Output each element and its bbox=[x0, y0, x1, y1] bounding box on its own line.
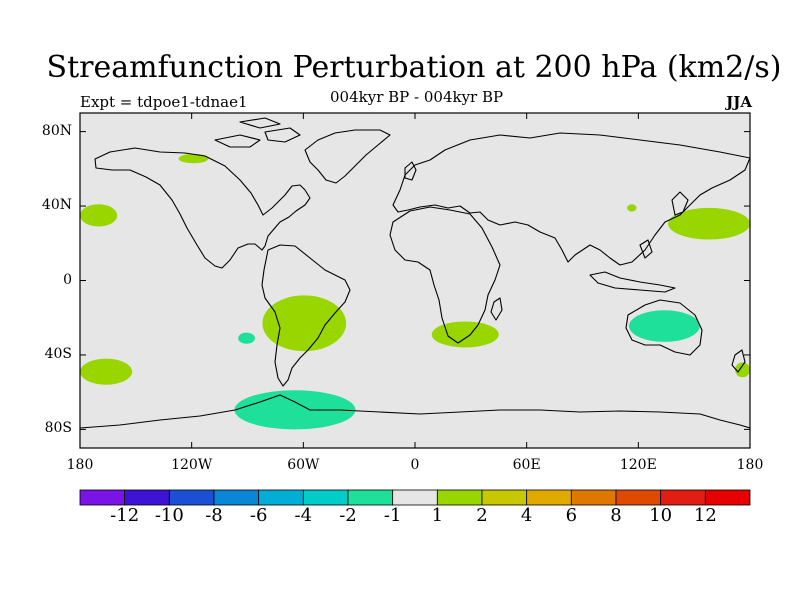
coast-new-zealand bbox=[731, 349, 746, 373]
colorbar-label: 8 bbox=[610, 505, 622, 526]
coast-greenland bbox=[304, 129, 391, 184]
colorbar-label: -6 bbox=[249, 505, 268, 526]
map-background bbox=[80, 113, 750, 448]
colorbar-label: 2 bbox=[476, 505, 488, 526]
coast-indonesia bbox=[589, 239, 676, 293]
coast-australia bbox=[625, 299, 703, 356]
colorbar-box bbox=[481, 489, 528, 506]
colorbar-label: 1 bbox=[431, 505, 444, 526]
lat-label: 80N bbox=[41, 122, 72, 139]
coast-south-america bbox=[261, 244, 351, 387]
period-label: 004kyr BP - 004kyr BP bbox=[330, 88, 504, 106]
colorbar-box bbox=[302, 489, 349, 506]
coast-antarctica bbox=[80, 394, 750, 429]
experiment-label: Expt = tdpoe1-tdnae1 bbox=[80, 93, 248, 111]
anomaly-regions bbox=[80, 153, 750, 430]
lon-label: 180 bbox=[66, 457, 94, 473]
chart-title: Streamfunction Perturbation at 200 hPa (… bbox=[46, 50, 782, 85]
colorbar-box bbox=[79, 489, 126, 506]
colorbar bbox=[79, 489, 751, 506]
colorbar-box bbox=[168, 489, 215, 506]
negative-anomaly-region-9 bbox=[629, 310, 700, 342]
coast-eurasia bbox=[392, 132, 750, 266]
positive-anomaly-region-0 bbox=[80, 204, 118, 227]
colorbar-box bbox=[436, 489, 483, 506]
positive-anomaly-region-2 bbox=[262, 295, 347, 352]
lat-label: 40S bbox=[44, 345, 72, 362]
positive-anomaly-region-8 bbox=[668, 207, 750, 240]
colorbar-label: 6 bbox=[565, 505, 578, 526]
lat-label: 80S bbox=[44, 420, 72, 437]
colorbar-label: 12 bbox=[693, 505, 717, 526]
coast-arctic-islands bbox=[214, 117, 301, 148]
lon-label: 120W bbox=[171, 457, 213, 473]
colorbar-box bbox=[615, 489, 662, 506]
colorbar-label: -1 bbox=[383, 505, 402, 526]
colorbar-label: 10 bbox=[649, 505, 673, 526]
lon-label: 120E bbox=[619, 457, 657, 473]
lon-label: 60W bbox=[287, 457, 320, 473]
lat-label: 40N bbox=[41, 197, 72, 214]
coastlines bbox=[80, 117, 750, 429]
colorbar-box bbox=[570, 489, 617, 506]
colorbar-box bbox=[660, 489, 706, 506]
colorbar-box bbox=[258, 489, 304, 506]
positive-anomaly-region-6 bbox=[431, 321, 499, 348]
lat-label: 0 bbox=[63, 271, 72, 288]
coast-british-isles bbox=[404, 161, 417, 181]
axis-ticks bbox=[79, 113, 751, 448]
positive-anomaly-region-7 bbox=[627, 204, 637, 212]
colorbar-box bbox=[124, 489, 170, 506]
lon-label: 0 bbox=[410, 457, 420, 473]
negative-anomaly-region-3 bbox=[238, 332, 255, 344]
positive-anomaly-region-1 bbox=[178, 153, 209, 164]
colorbar-box bbox=[704, 489, 751, 506]
positive-anomaly-region-10 bbox=[735, 362, 750, 378]
colorbar-label: -4 bbox=[294, 505, 313, 526]
coast-madagascar bbox=[490, 297, 503, 321]
lon-label: 60E bbox=[512, 457, 541, 473]
colorbar-label: -12 bbox=[110, 505, 140, 526]
coast-africa bbox=[389, 206, 501, 344]
season-label: JJA bbox=[726, 93, 752, 111]
lon-label: 180 bbox=[736, 457, 764, 473]
colorbar-box bbox=[213, 489, 260, 506]
colorbar-box bbox=[526, 489, 572, 506]
coast-japan bbox=[671, 191, 689, 216]
colorbar-label: -2 bbox=[339, 505, 357, 526]
colorbar-label: -10 bbox=[154, 505, 184, 526]
colorbar-label: 4 bbox=[520, 505, 533, 526]
positive-anomaly-region-4 bbox=[80, 358, 133, 385]
colorbar-box bbox=[392, 489, 438, 506]
colorbar-box bbox=[347, 489, 394, 506]
colorbar-label: -8 bbox=[205, 505, 223, 526]
coast-north-america bbox=[94, 147, 311, 269]
